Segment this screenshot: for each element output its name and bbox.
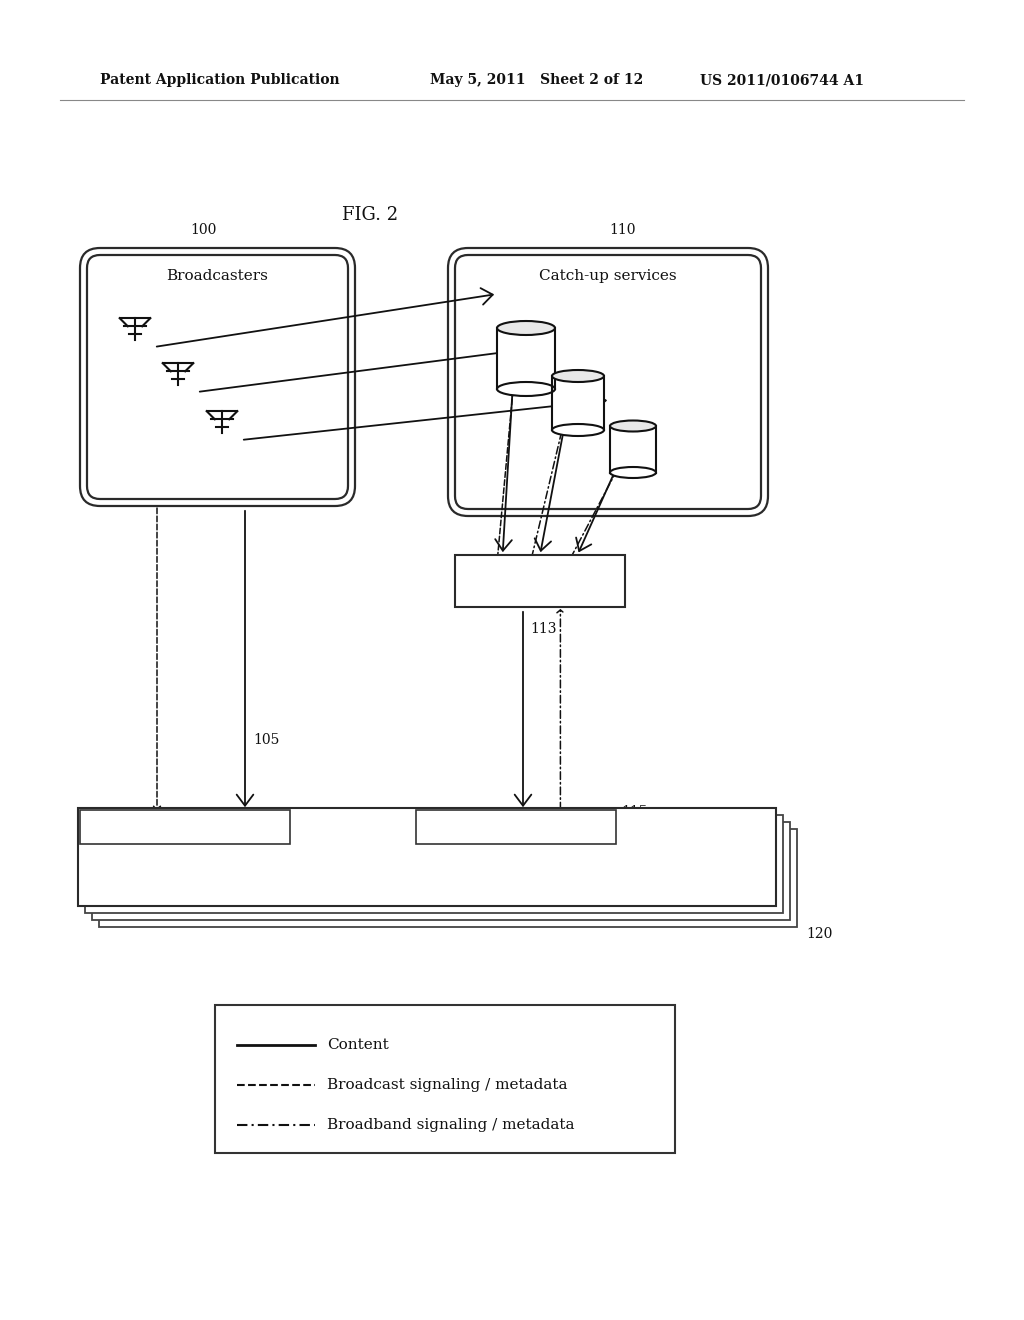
Bar (92, 822, 790, 920)
Text: Catch-up services: Catch-up services (540, 269, 677, 282)
Text: Broadcast signaling / metadata: Broadcast signaling / metadata (327, 1078, 567, 1092)
FancyBboxPatch shape (449, 248, 768, 516)
Bar (552, 376, 604, 430)
Bar (497, 327, 555, 389)
Text: 115: 115 (621, 805, 647, 818)
Text: May 5, 2011   Sheet 2 of 12: May 5, 2011 Sheet 2 of 12 (430, 73, 643, 87)
Text: Broadband signaling / metadata: Broadband signaling / metadata (327, 1118, 574, 1133)
Bar (85, 814, 783, 913)
Bar (215, 1005, 675, 1152)
Text: 105: 105 (253, 733, 280, 747)
Text: US 2011/0106744 A1: US 2011/0106744 A1 (700, 73, 864, 87)
Text: 113: 113 (530, 622, 556, 636)
Ellipse shape (497, 321, 555, 335)
FancyBboxPatch shape (455, 255, 761, 510)
Bar (78, 808, 776, 906)
Text: CE server: CE server (505, 574, 575, 587)
Text: Broadcasters: Broadcasters (167, 269, 268, 282)
Text: Content: Content (327, 1038, 389, 1052)
Bar (80, 810, 290, 843)
Ellipse shape (610, 421, 656, 432)
Ellipse shape (610, 467, 656, 478)
Bar (455, 554, 625, 607)
Text: Broadcast interface: Broadcast interface (119, 821, 251, 833)
Text: Service interface: Service interface (459, 821, 573, 833)
FancyBboxPatch shape (87, 255, 348, 499)
Text: 120: 120 (806, 927, 833, 941)
Bar (99, 829, 797, 927)
Text: 110: 110 (609, 223, 636, 238)
Ellipse shape (552, 424, 604, 436)
Text: DTV devices: DTV devices (381, 869, 473, 883)
Text: FIG. 2: FIG. 2 (342, 206, 398, 224)
Text: Patent Application Publication: Patent Application Publication (100, 73, 340, 87)
FancyBboxPatch shape (80, 248, 355, 506)
Bar (610, 426, 656, 473)
Ellipse shape (552, 370, 604, 381)
Bar (416, 810, 616, 843)
Text: 100: 100 (190, 223, 217, 238)
Ellipse shape (497, 381, 555, 396)
